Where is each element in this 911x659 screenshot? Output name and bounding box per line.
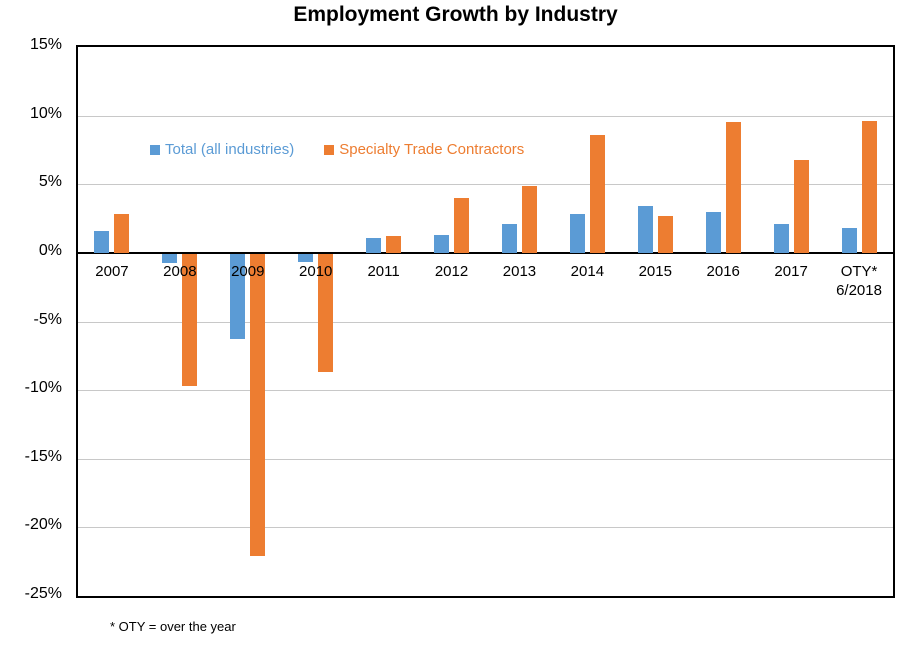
bar-total-2009 [230, 253, 246, 339]
legend: Total (all industries) Specialty Trade C… [150, 141, 524, 158]
bar-specialty-2010 [318, 253, 334, 372]
x-axis-label: 2010 [299, 262, 333, 280]
y-axis-tick-label: 0% [38, 241, 62, 259]
y-axis-tick-label: -20% [24, 516, 62, 534]
bar-total-2007 [94, 230, 110, 253]
x-axis-label: OTY* 6/2018 [836, 262, 882, 299]
footnote: * OTY = over the year [110, 619, 236, 634]
gridline [78, 321, 893, 323]
bar-specialty-2009 [250, 253, 266, 556]
y-axis-tick-label: 5% [38, 173, 62, 191]
x-axis-label: 2013 [502, 262, 537, 280]
x-axis-label: 2017 [774, 262, 808, 280]
gridline [78, 390, 893, 392]
bar-specialty-2008 [182, 253, 198, 386]
x-axis-label: 2016 [706, 262, 740, 280]
gridline [78, 458, 893, 460]
y-axis-tick-label: 15% [29, 36, 62, 53]
chart-title: Employment Growth by Industry [293, 3, 618, 26]
bar-total-2015 [637, 206, 653, 253]
bar-specialty-2017 [793, 159, 809, 253]
legend-swatch-total-icon [150, 144, 160, 155]
legend-swatch-specialty-icon [324, 144, 335, 155]
x-axis-label: 2007 [95, 262, 129, 280]
bar-specialty-2013 [521, 185, 537, 253]
y-axis-tick-label: 10% [29, 104, 62, 122]
y-axis-tick-label: -15% [24, 447, 62, 465]
x-axis-label: 2009 [231, 262, 265, 280]
bar-total-2011 [366, 237, 382, 253]
x-axis-label: 2008 [163, 262, 197, 280]
zero-axis-line [78, 251, 893, 254]
legend-item-specialty: Specialty Trade Contractors [324, 141, 524, 158]
bar-total-2014 [569, 214, 585, 253]
legend-label-total: Total (all industries) [165, 141, 295, 158]
gridline [78, 184, 893, 186]
x-axis-label: 2011 [367, 262, 400, 280]
bar-total-2016 [705, 211, 721, 253]
y-axis-tick-label: -5% [33, 310, 62, 328]
bar-specialty-2016 [725, 122, 741, 253]
bar-total-2013 [501, 224, 517, 253]
bar-total-2017 [773, 224, 789, 253]
bar-specialty-2011 [386, 236, 402, 253]
bar-specialty-2012 [454, 197, 470, 253]
bar-specialty-2015 [657, 215, 673, 253]
bar-specialty-oty* [861, 121, 877, 253]
plot-area [78, 47, 893, 596]
y-axis-tick-label: -10% [24, 379, 62, 397]
legend-item-total: Total (all industries) [150, 141, 294, 158]
bar-total-2010 [298, 253, 314, 263]
x-axis-label: 2015 [638, 262, 672, 280]
bar-total-oty* [841, 228, 857, 253]
x-axis-label: 2012 [434, 262, 469, 280]
bar-specialty-2007 [114, 214, 130, 253]
x-axis-label: 2014 [570, 262, 605, 280]
gridline [78, 115, 893, 117]
bar-total-2008 [162, 253, 178, 264]
legend-label-specialty: Specialty Trade Contractors [339, 141, 525, 158]
bar-specialty-2014 [589, 134, 605, 253]
gridline [78, 527, 893, 529]
bar-total-2012 [434, 235, 450, 253]
y-axis-tick-label: -25% [24, 585, 62, 602]
